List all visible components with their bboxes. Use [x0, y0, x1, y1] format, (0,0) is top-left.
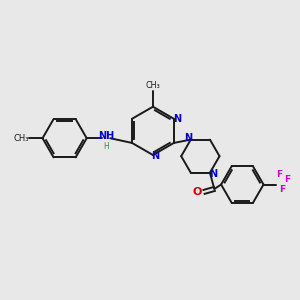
Text: CH₃: CH₃ — [14, 134, 29, 143]
Text: NH: NH — [98, 131, 114, 141]
Text: N: N — [209, 169, 217, 179]
Text: F: F — [276, 170, 282, 179]
Text: N: N — [173, 114, 181, 124]
Text: O: O — [193, 187, 202, 197]
Text: F: F — [284, 175, 290, 184]
Text: N: N — [184, 133, 192, 143]
Text: H: H — [103, 142, 109, 151]
Text: CH₃: CH₃ — [146, 81, 160, 90]
Text: F: F — [279, 185, 285, 194]
Text: N: N — [151, 152, 159, 161]
